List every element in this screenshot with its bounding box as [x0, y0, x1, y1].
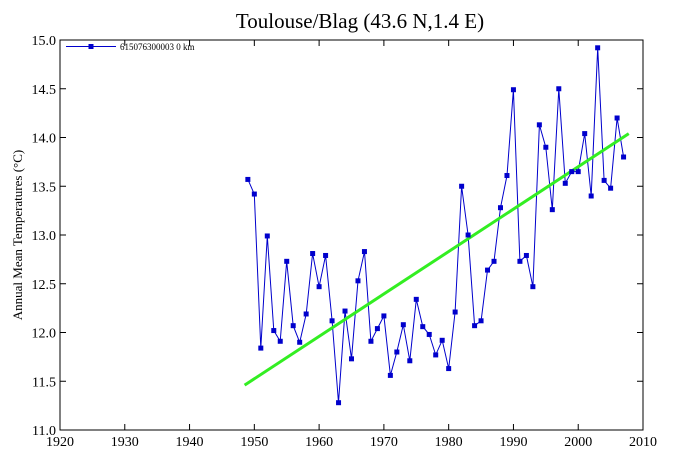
x-tick-label: 1980: [435, 435, 463, 450]
data-point: [329, 318, 335, 324]
data-point: [381, 313, 387, 319]
y-tick-label: 14.5: [32, 83, 57, 98]
data-point: [245, 176, 251, 182]
y-tick-label: 13.0: [32, 229, 57, 244]
y-tick-label: 11.0: [32, 424, 56, 439]
data-point: [394, 349, 400, 355]
x-tick-label: 1990: [499, 435, 527, 450]
data-point: [439, 337, 445, 343]
x-tick-label: 1930: [111, 435, 139, 450]
data-point: [543, 144, 549, 150]
data-point: [452, 309, 458, 315]
data-point: [459, 183, 465, 189]
y-tick-label: 12.5: [32, 278, 57, 293]
x-tick-label: 1940: [176, 435, 204, 450]
data-point: [485, 267, 491, 273]
data-point: [420, 324, 426, 330]
data-point: [433, 352, 439, 358]
data-point: [472, 323, 478, 329]
data-point: [413, 296, 419, 302]
data-point: [277, 338, 283, 344]
data-point: [387, 372, 393, 378]
data-point: [400, 322, 406, 328]
y-tick-label: 14.0: [32, 132, 57, 147]
data-point: [303, 311, 309, 317]
axis-ticks: 1920 1930 1940 1950 1960 1970 1980 1990 2000 2010…: [32, 34, 658, 450]
data-point: [595, 45, 601, 51]
data-point: [517, 258, 523, 264]
data-point: [355, 278, 361, 284]
y-tick-label: 12.0: [32, 327, 57, 342]
data-point: [374, 326, 380, 332]
series-line: [247, 47, 625, 403]
data-point: [297, 339, 303, 345]
data-point: [530, 284, 536, 290]
data-point: [569, 169, 575, 175]
y-tick-label: 15.0: [32, 34, 57, 49]
y-tick-label: 13.5: [32, 180, 57, 195]
series-layer: [243, 45, 630, 406]
legend: 615076300003 0 km: [66, 42, 195, 52]
data-point: [601, 177, 607, 183]
data-point: [556, 86, 562, 92]
data-point: [336, 400, 342, 406]
y-axis-label: Annual Mean Temperatures (°C): [10, 150, 25, 320]
data-point: [491, 258, 497, 264]
x-tick-label: 1920: [46, 435, 74, 450]
data-point: [582, 131, 588, 137]
data-point: [310, 251, 316, 257]
data-point: [368, 338, 374, 344]
x-tick-label: 1970: [370, 435, 398, 450]
data-point: [407, 358, 413, 364]
data-point: [621, 154, 627, 160]
data-point: [562, 180, 568, 186]
data-point: [290, 323, 296, 329]
data-point: [504, 173, 510, 179]
data-point: [497, 205, 503, 211]
data-point: [426, 331, 432, 337]
x-tick-label: 2010: [629, 435, 657, 450]
data-point: [251, 191, 257, 197]
data-point: [588, 193, 594, 199]
legend-label: 615076300003 0 km: [120, 42, 195, 52]
data-point: [465, 232, 471, 238]
data-point: [258, 345, 264, 351]
data-point: [342, 308, 348, 314]
data-point: [264, 233, 270, 239]
data-point: [323, 252, 329, 258]
x-tick-label: 1960: [305, 435, 333, 450]
data-point: [284, 258, 290, 264]
y-tick-label: 11.5: [32, 375, 56, 390]
chart-title: Toulouse/Blag (43.6 N,1.4 E): [236, 9, 484, 33]
x-tick-label: 1950: [240, 435, 268, 450]
plot-frame: [59, 39, 644, 431]
data-point: [510, 87, 516, 93]
data-point: [523, 252, 529, 258]
data-point: [361, 249, 367, 255]
data-point: [614, 115, 620, 121]
data-point: [349, 356, 354, 362]
legend-marker: [88, 44, 94, 49]
data-point: [316, 284, 322, 290]
data-point: [271, 328, 277, 334]
x-tick-label: 2000: [564, 435, 592, 450]
data-point: [575, 169, 581, 175]
data-point: [478, 318, 484, 324]
data-point: [549, 207, 555, 213]
data-point: [446, 366, 452, 372]
data-point: [536, 122, 542, 128]
trend-line: [243, 132, 630, 387]
data-point: [608, 185, 614, 191]
